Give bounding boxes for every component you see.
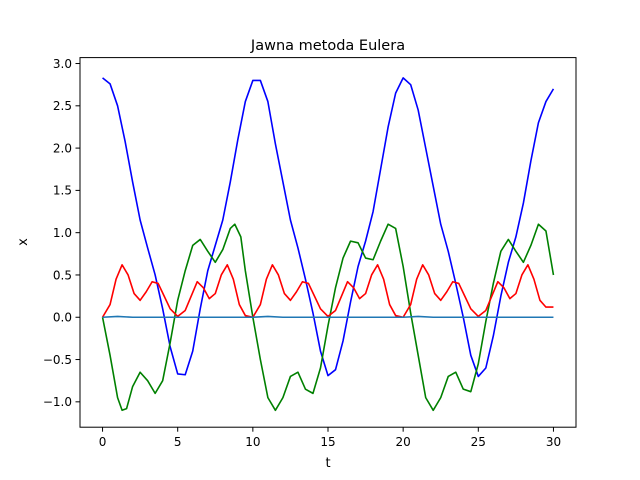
x-axis: 0 5 10 15 20 25 30 xyxy=(99,427,561,449)
y-tick-label: −1.0 xyxy=(43,395,72,409)
x-tick-label: 5 xyxy=(174,435,182,449)
series-line-3 xyxy=(101,264,554,319)
y-tick-label: −0.5 xyxy=(43,353,72,367)
chart-title: Jawna metoda Eulera xyxy=(250,38,405,54)
y-tick-label: 0.5 xyxy=(53,268,72,282)
y-tick-label: 0.0 xyxy=(53,311,72,325)
y-tick-label: 2.0 xyxy=(53,141,72,155)
y-axis: −1.0 −0.5 0.0 0.5 1.0 1.5 2.0 2.5 3.0 xyxy=(43,57,80,409)
x-tick-label: 15 xyxy=(320,435,335,449)
y-tick-label: 2.5 xyxy=(53,99,72,113)
y-axis-label: x xyxy=(16,238,31,246)
x-tick-label: 30 xyxy=(546,435,561,449)
series-line-4 xyxy=(102,315,554,319)
series-layer xyxy=(101,77,555,412)
y-tick-label: 1.0 xyxy=(53,226,72,240)
series-line-2 xyxy=(101,223,555,412)
x-tick-label: 25 xyxy=(471,435,486,449)
series-line-1 xyxy=(102,77,555,378)
y-tick-label: 3.0 xyxy=(53,57,72,71)
x-tick-label: 10 xyxy=(245,435,260,449)
x-tick-label: 20 xyxy=(396,435,411,449)
y-tick-label: 1.5 xyxy=(53,184,72,198)
x-tick-label: 0 xyxy=(99,435,107,449)
x-axis-label: t xyxy=(325,456,330,471)
